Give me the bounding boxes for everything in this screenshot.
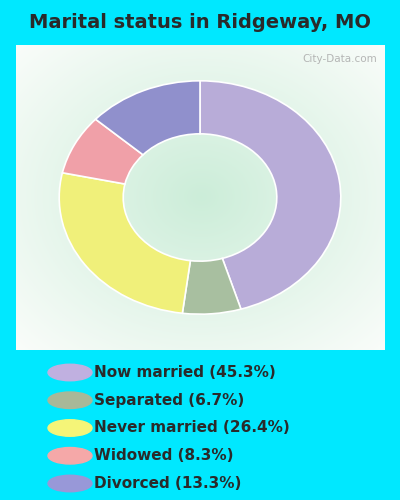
Wedge shape <box>96 81 200 155</box>
Text: City-Data.com: City-Data.com <box>302 54 377 64</box>
Circle shape <box>48 475 92 492</box>
Wedge shape <box>182 258 241 314</box>
Circle shape <box>48 448 92 464</box>
Text: Widowed (8.3%): Widowed (8.3%) <box>94 448 234 463</box>
Text: Marital status in Ridgeway, MO: Marital status in Ridgeway, MO <box>29 13 371 32</box>
Text: Never married (26.4%): Never married (26.4%) <box>94 420 290 436</box>
Circle shape <box>48 392 92 408</box>
Text: Divorced (13.3%): Divorced (13.3%) <box>94 476 241 491</box>
Wedge shape <box>59 173 190 314</box>
Wedge shape <box>62 119 143 184</box>
Circle shape <box>48 420 92 436</box>
Wedge shape <box>200 81 341 309</box>
Text: Now married (45.3%): Now married (45.3%) <box>94 365 276 380</box>
Circle shape <box>48 364 92 381</box>
Text: Separated (6.7%): Separated (6.7%) <box>94 393 244 408</box>
